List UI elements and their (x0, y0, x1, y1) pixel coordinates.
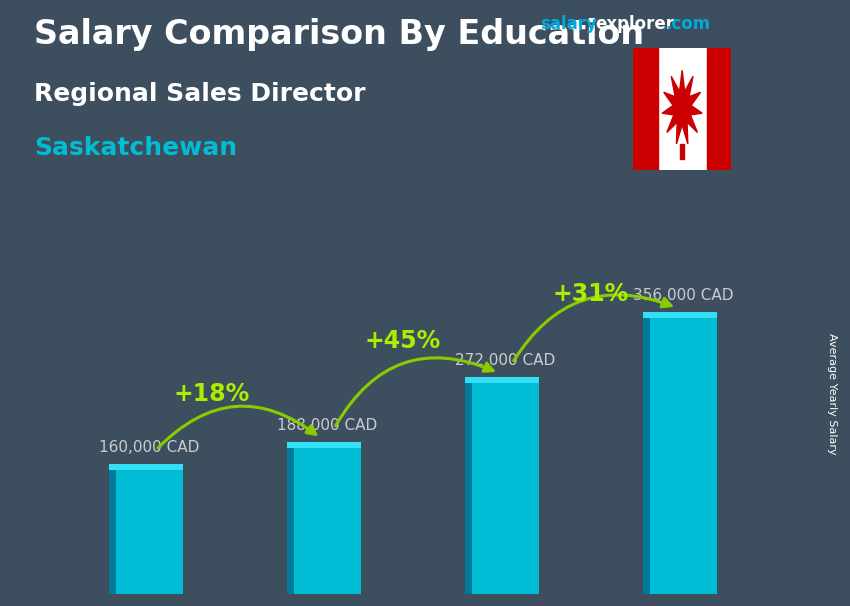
Text: +18%: +18% (173, 382, 250, 406)
FancyBboxPatch shape (116, 470, 184, 594)
Polygon shape (662, 70, 702, 144)
Text: Salary Comparison By Education: Salary Comparison By Education (34, 18, 644, 51)
Text: .com: .com (666, 15, 711, 33)
Text: 188,000 CAD: 188,000 CAD (277, 418, 377, 433)
Bar (286, 442, 361, 448)
FancyBboxPatch shape (649, 318, 717, 594)
Text: +45%: +45% (364, 328, 440, 353)
Bar (643, 312, 717, 318)
FancyArrowPatch shape (513, 295, 672, 361)
Bar (286, 448, 293, 594)
Text: 160,000 CAD: 160,000 CAD (99, 440, 200, 455)
Bar (465, 377, 540, 383)
Text: 356,000 CAD: 356,000 CAD (633, 288, 734, 303)
Text: +31%: +31% (552, 282, 629, 306)
Text: Average Yearly Salary: Average Yearly Salary (827, 333, 837, 454)
Bar (680, 144, 684, 159)
Bar (109, 464, 184, 470)
FancyBboxPatch shape (293, 448, 361, 594)
FancyBboxPatch shape (472, 383, 540, 594)
Text: salary: salary (540, 15, 597, 33)
Bar (465, 383, 472, 594)
Text: Regional Sales Director: Regional Sales Director (34, 82, 366, 106)
FancyArrowPatch shape (336, 358, 493, 426)
Bar (706, 48, 731, 170)
Bar (109, 470, 116, 594)
Text: Saskatchewan: Saskatchewan (34, 136, 237, 161)
Text: 272,000 CAD: 272,000 CAD (456, 353, 556, 368)
FancyArrowPatch shape (158, 406, 315, 448)
Bar (643, 318, 649, 594)
Bar (633, 48, 658, 170)
Text: explorer: explorer (595, 15, 674, 33)
